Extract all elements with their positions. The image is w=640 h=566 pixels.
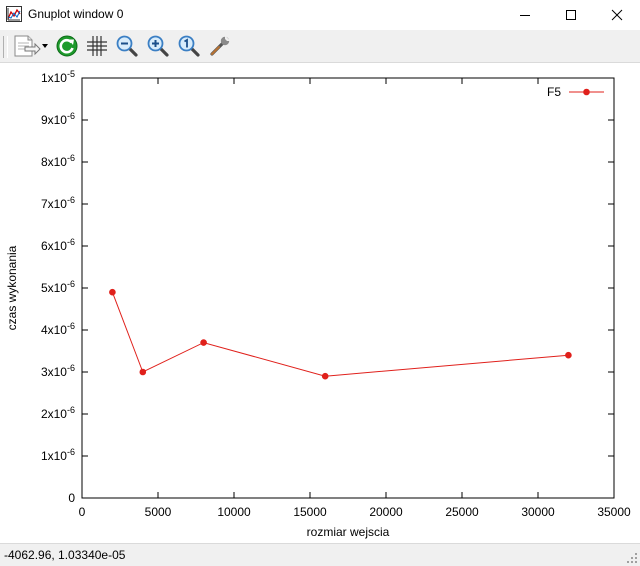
- zoom-out-icon: [116, 35, 138, 57]
- close-icon: [611, 9, 623, 21]
- x-tick-label: 30000: [521, 505, 555, 519]
- resize-grip-icon[interactable]: [626, 552, 638, 564]
- x-tick-label: 5000: [145, 505, 172, 519]
- y-tick-label: 4x10-6: [41, 321, 75, 337]
- cursor-coordinates: -4062.96, 1.03340e-05: [4, 548, 126, 562]
- zoom-reset-icon: [178, 35, 200, 57]
- close-button[interactable]: [594, 0, 640, 30]
- legend-label: F5: [547, 85, 561, 99]
- toolbar: [0, 30, 640, 63]
- y-axis-label: czas wykonania: [5, 245, 19, 330]
- maximize-icon: [566, 10, 576, 20]
- data-point: [200, 339, 207, 346]
- legend-marker: [583, 88, 590, 96]
- x-axis-label: rozmiar wejscia: [307, 525, 390, 539]
- options-icon: [210, 35, 231, 56]
- gnuplot-app-icon: [6, 6, 22, 22]
- options-button[interactable]: [207, 33, 233, 59]
- y-tick-label: 3x10-6: [41, 363, 75, 379]
- y-tick-label: 6x10-6: [41, 237, 75, 253]
- plot-area[interactable]: 0 5000 10000 15000 20000 25000 30000 35000 0 1x10…: [0, 63, 640, 543]
- y-tick-label: 7x10-6: [41, 195, 75, 211]
- y-tick-label: 8x10-6: [41, 153, 75, 169]
- title-bar: Gnuplot window 0: [0, 0, 640, 30]
- grid-button[interactable]: [84, 33, 110, 59]
- y-tick-label: 0: [68, 491, 75, 505]
- maximize-button[interactable]: [548, 0, 594, 30]
- x-tick-label: 35000: [597, 505, 631, 519]
- grid-icon: [87, 36, 107, 56]
- chart-canvas[interactable]: 0 5000 10000 15000 20000 25000 30000 35000 0 1x10…: [0, 63, 640, 543]
- y-tick-label: 1x10-6: [41, 447, 75, 463]
- series-line-F5: [111, 292, 569, 377]
- y-tick-label: 5x10-6: [41, 279, 75, 295]
- copy-print-menu-icon: [14, 35, 48, 57]
- x-tick-label: 20000: [369, 505, 403, 519]
- zoom-out-button[interactable]: [114, 33, 140, 59]
- toolbar-grip[interactable]: [3, 36, 8, 58]
- data-point: [139, 368, 147, 376]
- window-title: Gnuplot window 0: [28, 7, 124, 21]
- zoom-in-icon: [147, 35, 169, 57]
- zoom-in-button[interactable]: [145, 33, 171, 59]
- x-tick-label: 0: [79, 505, 86, 519]
- y-tick-label: 2x10-6: [41, 405, 75, 421]
- minimize-button[interactable]: [502, 0, 548, 30]
- status-bar: -4062.96, 1.03340e-05: [0, 543, 640, 566]
- x-tick-label: 10000: [217, 505, 251, 519]
- data-point: [321, 372, 329, 380]
- data-point: [565, 351, 572, 359]
- copy-print-menu-button[interactable]: [10, 33, 52, 59]
- replot-icon: [56, 35, 78, 57]
- replot-button[interactable]: [54, 33, 80, 59]
- x-tick-label: 25000: [445, 505, 479, 519]
- plot-border: [81, 77, 615, 499]
- minimize-icon: [520, 15, 530, 16]
- zoom-reset-button[interactable]: [176, 33, 202, 59]
- x-tick-label: 15000: [293, 505, 327, 519]
- data-point: [109, 288, 116, 296]
- y-tick-label: 1x10-5: [41, 69, 75, 85]
- y-tick-label: 9x10-6: [41, 111, 75, 127]
